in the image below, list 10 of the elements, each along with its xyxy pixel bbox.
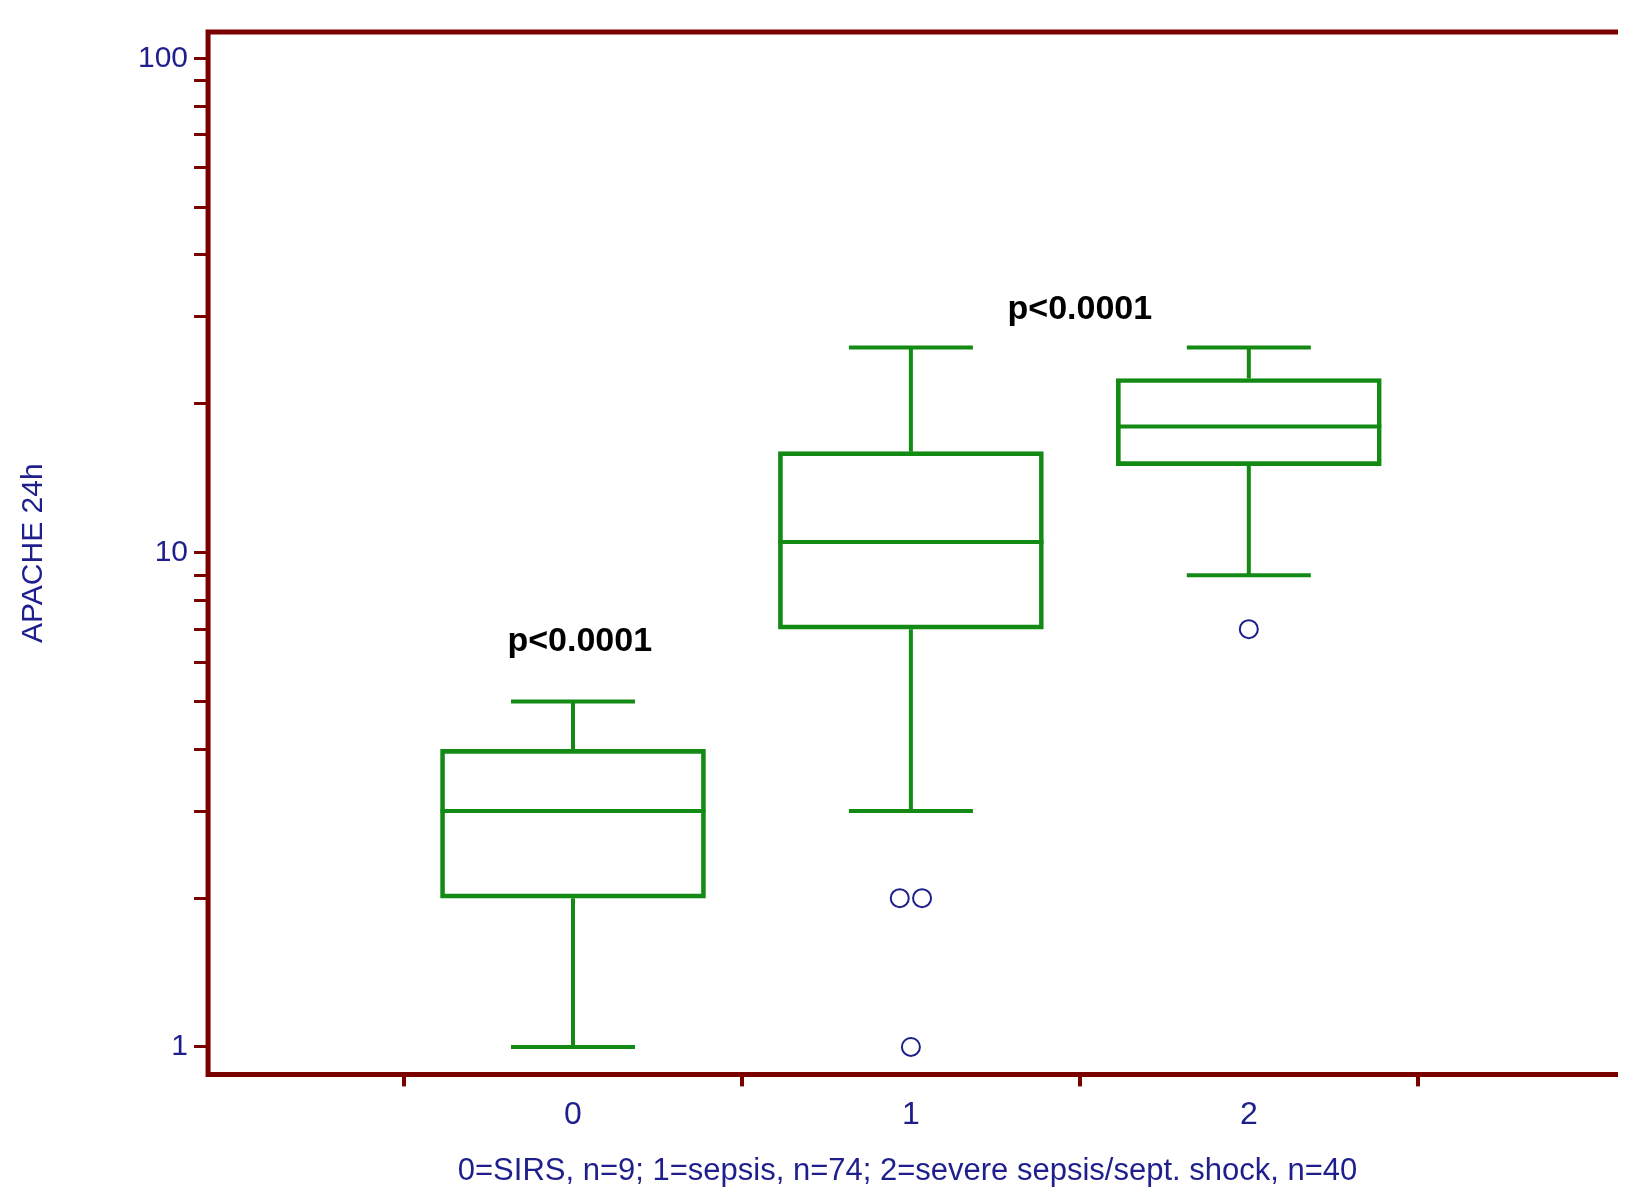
annotation: p<0.0001: [507, 620, 653, 659]
annotation: p<0.0001: [1007, 288, 1153, 327]
x-axis-title: 0=SIRS, n=9; 1=sepsis, n=74; 2=severe sepsis/sept. shock, n=40: [457, 1151, 1358, 1187]
y-tick-label: 10: [154, 533, 189, 567]
x-tick-label: 2: [1239, 1095, 1258, 1132]
x-tick-label: 1: [902, 1095, 920, 1132]
y-tick-label: 1: [171, 1028, 189, 1062]
x-tick-label: 0: [564, 1095, 582, 1132]
y-axis-title: APACHE 24h: [15, 463, 49, 643]
y-tick-label: 100: [137, 39, 189, 73]
